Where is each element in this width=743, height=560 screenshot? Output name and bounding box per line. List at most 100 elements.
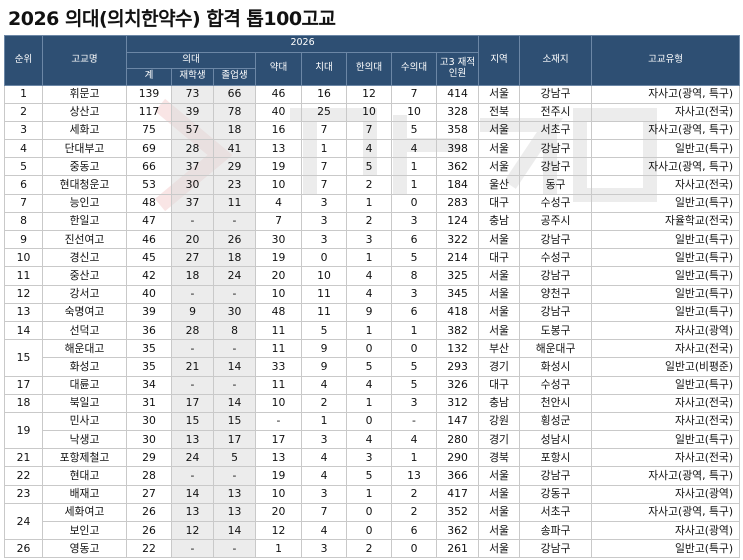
cell-students: 322 xyxy=(435,229,480,250)
cell-pharmacy: - xyxy=(255,411,302,432)
cell-vet: 10 xyxy=(391,102,437,122)
cell-graduate: 18 xyxy=(213,120,256,141)
cell-region: 충남 xyxy=(478,393,521,413)
cell-dental: 7 xyxy=(301,157,347,177)
cell-dental: 4 xyxy=(301,448,347,468)
table-row: 15 해운대고 35- -11 9 0 0 132 부산 해운대구 자사고(전국) xyxy=(4,339,741,377)
cell-current: 20 xyxy=(171,229,214,250)
cell-region: 경기 xyxy=(478,357,521,377)
cell-students: 414 xyxy=(435,84,480,104)
cell-pharmacy: 20 xyxy=(255,502,302,523)
cell-current: 57 xyxy=(171,120,214,141)
cell-dental: 16 xyxy=(301,84,347,104)
pharmacy-header: 약대 xyxy=(255,51,302,86)
cell-current: 37 xyxy=(171,157,214,177)
cell-vet: 3 xyxy=(391,393,437,413)
students-header: 고3 재적인원 xyxy=(435,51,480,86)
cell-current: 14 xyxy=(171,484,214,504)
cell-graduate: - xyxy=(213,339,256,359)
cell-region: 서울 xyxy=(478,502,521,523)
cell-oriental: 0 xyxy=(346,502,392,523)
cell-graduate: 66 xyxy=(213,84,256,104)
cell-dental: 4 xyxy=(301,520,347,541)
cell-total: 28 xyxy=(126,466,172,486)
cell-vet: 5 xyxy=(391,120,437,141)
cell-vet: 5 xyxy=(391,375,437,395)
cell-vet: 1 xyxy=(391,175,437,195)
cell-pharmacy: 13 xyxy=(255,448,302,468)
cell-current: 12 xyxy=(171,520,214,541)
cell-name: 포항제철고 xyxy=(42,448,127,468)
cell-total: 27 xyxy=(126,484,172,504)
cell-type: 일반고(특구) xyxy=(591,229,741,250)
cell-name: 진선여고 xyxy=(42,229,127,250)
cell-region: 서울 xyxy=(478,539,521,559)
cell-type: 일반고(특구) xyxy=(591,539,741,559)
cell-oriental: 12 xyxy=(346,84,392,104)
cell-name: 중산고 xyxy=(42,266,127,286)
cell-students: 280 xyxy=(435,430,480,450)
cell-rank: 7 xyxy=(4,193,43,213)
cell-type: 일반고(특구) xyxy=(591,302,741,322)
cell-dental: 3 xyxy=(301,539,347,559)
cell-total: 47 xyxy=(126,211,172,232)
cell-type: 일반고(특구) xyxy=(591,430,741,450)
cell-name: 해운대고 xyxy=(42,339,127,359)
cell-dental: 3 xyxy=(301,193,347,213)
cell-vet: 13 xyxy=(391,466,437,486)
cell-location: 강남구 xyxy=(519,302,593,322)
cell-graduate: - xyxy=(213,375,256,395)
cell-rank: 10 xyxy=(4,248,43,268)
cell-vet: 1 xyxy=(391,448,437,468)
cell-dental: 3 xyxy=(301,229,347,250)
cell-current: - xyxy=(171,211,214,232)
page-title: 2026 의대(의치한약수) 합격 톱100고교 xyxy=(8,8,336,30)
cell-total: 39 xyxy=(126,302,172,322)
cell-total: 34 xyxy=(126,375,172,395)
cell-current: 39 xyxy=(171,102,214,122)
cell-oriental: 2 xyxy=(346,175,392,195)
cell-type: 자사고(전국) xyxy=(591,175,741,195)
cell-name: 영동고 xyxy=(42,539,127,559)
cell-rank: 6 xyxy=(4,175,43,195)
cell-name: 현대고 xyxy=(42,466,127,486)
cell-region: 서울 xyxy=(478,266,521,286)
table-body: 1 휘문고 139 73 66 46 16 12 7 414 서울 강남구 자사고(광역, 특구) 2 상산… xyxy=(4,84,741,559)
cell-rank: 14 xyxy=(4,320,43,341)
cell-rank: 24 xyxy=(4,502,43,541)
cell-oriental: 3 xyxy=(346,448,392,468)
cell-oriental: 5 xyxy=(346,157,392,177)
cell-region: 전북 xyxy=(478,102,521,122)
cell-location: 수성구 xyxy=(519,375,593,395)
table-row: 보인고 26 12 14 12 4 0 6 362 서울 송파구 자사고(광역) xyxy=(5,520,741,541)
cell-dental: 7 xyxy=(301,502,347,523)
table-row: 7 능인고 48 37 11 4 3 1 0 283 대구 수성구 일반고(특구) xyxy=(4,193,741,213)
school-header: 고교명 xyxy=(42,35,127,86)
cell-region: 서울 xyxy=(478,120,521,141)
cell-location: 횡성군 xyxy=(519,411,593,432)
ranking-table: 순위 고교명 2026 지역 소재지 고교유형 의대 약대 치대 한의대 수의대… xyxy=(4,35,741,559)
cell-vet: 8 xyxy=(391,266,437,286)
cell-location: 수성구 xyxy=(519,248,593,268)
cell-current: 15 xyxy=(171,411,214,432)
cell-vet: 5 xyxy=(391,357,437,377)
cell-region: 서울 xyxy=(478,484,521,504)
cell-vet: 0 xyxy=(391,193,437,213)
cell-location: 성남시 xyxy=(519,430,593,450)
table-row: 12 강서고 40- -10 11 4 3 345 서울 양천구 일반고(특구) xyxy=(4,284,741,304)
cell-pharmacy: 10 xyxy=(255,284,302,304)
cell-location: 동구 xyxy=(519,175,593,195)
cell-region: 서울 xyxy=(478,320,521,341)
cell-students: 214 xyxy=(435,248,480,268)
cell-total: 26 xyxy=(126,502,172,523)
cell-region: 충남 xyxy=(478,211,521,232)
cell-students: 124 xyxy=(435,211,480,232)
cell-rank: 23 xyxy=(4,484,43,504)
cell-graduate: - xyxy=(213,284,256,304)
cell-rank: 18 xyxy=(4,393,43,413)
cell-name: 현대청운고 xyxy=(42,175,127,195)
cell-name: 상산고 xyxy=(42,102,127,122)
table-row: 19 민사고 30 15 15-1 0-147 강원 횡성군 자사고(전국) xyxy=(4,411,741,450)
cell-rank: 13 xyxy=(4,302,43,322)
cell-current: - xyxy=(171,375,214,395)
